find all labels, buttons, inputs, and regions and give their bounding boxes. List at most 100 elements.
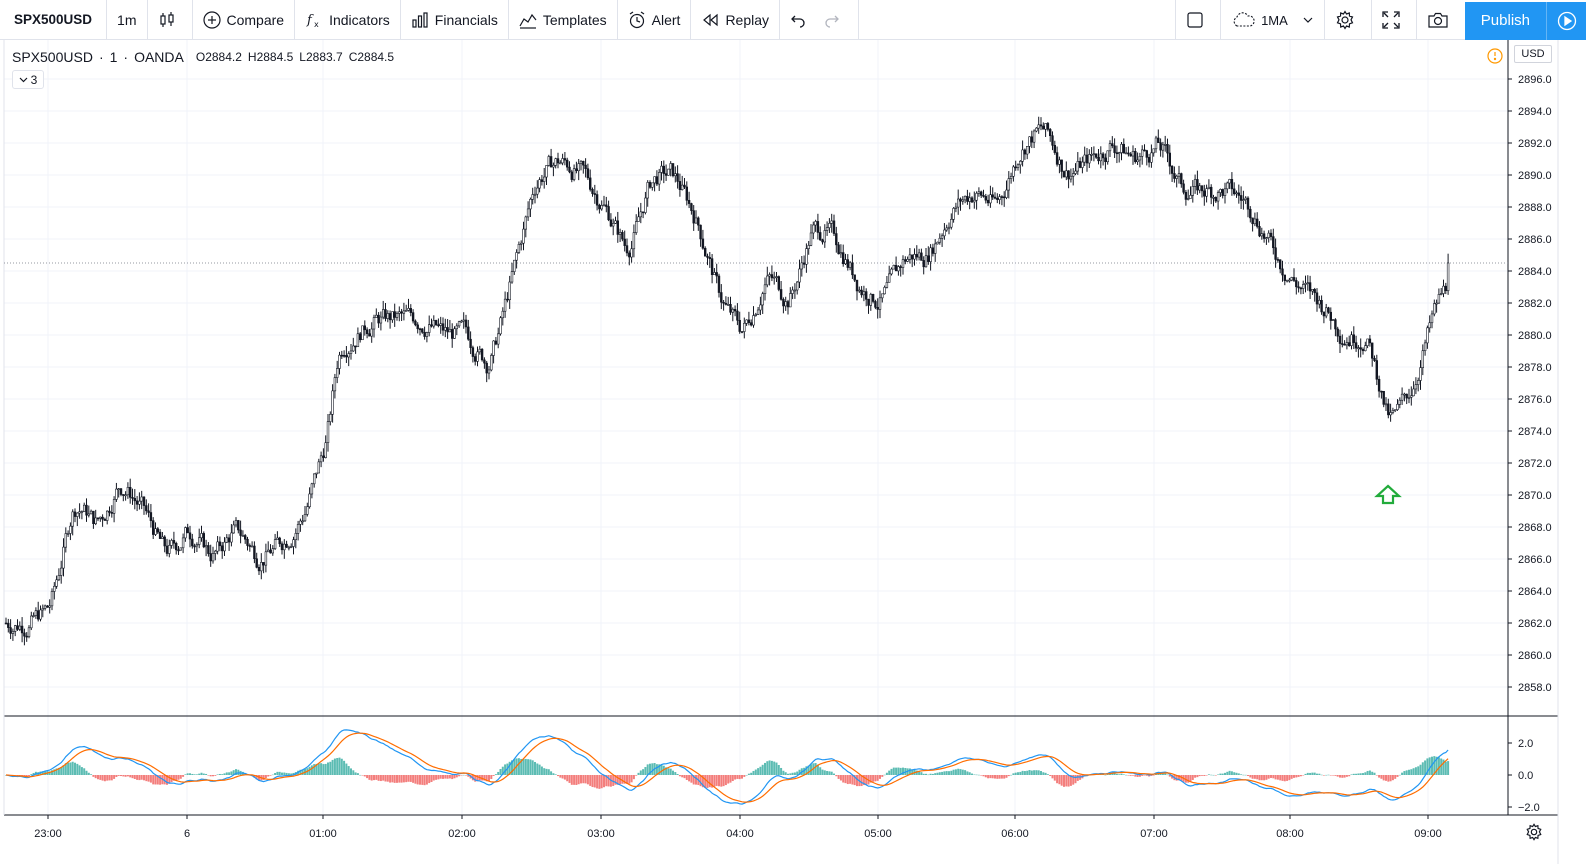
candle-body	[448, 329, 452, 333]
candle-body	[384, 309, 387, 319]
gear-icon[interactable]	[1525, 823, 1543, 841]
macd-histogram-bar	[713, 775, 716, 787]
candle-body	[1055, 152, 1059, 165]
candle-body	[1085, 154, 1089, 164]
interval-button[interactable]: 1m	[107, 0, 148, 40]
macd-histogram-bar	[1258, 775, 1261, 781]
candle-body	[1030, 136, 1034, 143]
macd-histogram-bar	[1332, 775, 1335, 776]
alarm-clock-icon	[629, 11, 644, 28]
macd-histogram-bar	[350, 768, 352, 775]
chart-style-button[interactable]	[148, 0, 193, 40]
macd-histogram-bar	[637, 772, 640, 775]
undo-button[interactable]	[780, 0, 818, 40]
legend-dot: ·	[98, 49, 104, 65]
candle-body	[657, 172, 661, 185]
macd-histogram-bar	[292, 772, 295, 775]
alert-button[interactable]: Alert	[618, 0, 692, 40]
compare-button[interactable]: Compare	[193, 0, 296, 40]
macd-histogram-bar	[1320, 774, 1323, 776]
macd-histogram-bar	[1318, 773, 1321, 775]
macd-histogram-bar	[145, 775, 148, 782]
candle-body	[952, 208, 955, 220]
macd-histogram-bar	[543, 768, 546, 775]
candle-body	[1235, 192, 1238, 195]
candle-body	[1242, 199, 1245, 201]
candle-body	[1239, 195, 1243, 201]
candle-body	[119, 488, 123, 495]
macd-histogram-bar	[1125, 774, 1128, 776]
redo-button[interactable]	[818, 0, 860, 40]
candle-body	[1391, 409, 1395, 413]
clock-icon[interactable]	[1487, 48, 1503, 64]
currency-label[interactable]: USD	[1514, 45, 1552, 63]
candle-body	[1145, 150, 1149, 158]
macd-histogram-bar	[451, 775, 454, 780]
candle-body	[110, 512, 114, 514]
macd-histogram-bar	[1203, 775, 1206, 776]
macd-histogram-bar	[1014, 772, 1017, 775]
macd-histogram-bar	[616, 775, 619, 785]
layout-button[interactable]	[1175, 0, 1220, 40]
candle-body	[69, 525, 72, 534]
macd-histogram-bar	[1414, 767, 1417, 775]
macd-histogram-bar	[1191, 775, 1194, 780]
save-layout-button[interactable]: 1MA	[1220, 0, 1324, 40]
candle-body	[1154, 137, 1158, 150]
indicators-button[interactable]: f x Indicators	[295, 0, 401, 40]
publish-button[interactable]: Publish	[1464, 1, 1546, 40]
macd-histogram-bar	[195, 774, 198, 775]
candle-body	[772, 276, 776, 279]
candle-body	[867, 299, 870, 306]
macd-histogram-bar	[1115, 773, 1118, 775]
replay-button[interactable]: Replay	[691, 0, 781, 40]
candle-body	[802, 262, 806, 265]
candle-body	[480, 348, 484, 361]
snapshot-button[interactable]	[1415, 0, 1465, 40]
candle-body	[680, 184, 684, 190]
macd-histogram-bar	[1385, 775, 1387, 781]
macd-histogram-bar	[172, 775, 175, 781]
candle-body	[812, 224, 815, 234]
macd-histogram-bar	[1442, 759, 1445, 775]
candle-body	[1187, 198, 1190, 200]
publish-menu-button[interactable]	[1546, 1, 1586, 40]
symbol-search-button[interactable]: SPX500USD	[0, 0, 108, 40]
candle-body	[738, 319, 741, 332]
candle-body	[733, 309, 737, 312]
candle-body	[225, 537, 228, 543]
settings-button[interactable]	[1323, 0, 1371, 40]
macd-histogram-bar	[1196, 775, 1199, 778]
macd-histogram-bar	[984, 775, 987, 778]
candle-body	[388, 313, 392, 321]
candle-body	[690, 203, 693, 211]
compare-label: Compare	[226, 11, 285, 28]
candle-body	[446, 327, 449, 333]
templates-button[interactable]: Templates	[509, 0, 618, 40]
price-tick-label: 2864.0	[1518, 586, 1552, 598]
macd-histogram-bar	[97, 775, 99, 780]
candle-body	[947, 226, 951, 229]
candle-body	[1223, 188, 1227, 196]
candle-body	[400, 311, 403, 314]
candle-body	[349, 350, 353, 354]
candle-body	[221, 545, 224, 552]
candle-body	[676, 173, 679, 182]
legend-collapse-button[interactable]: 3	[12, 70, 44, 89]
macd-histogram-bar	[389, 775, 392, 783]
macd-histogram-bar	[941, 771, 944, 775]
candle-body	[807, 245, 810, 249]
macd-histogram-bar	[1313, 772, 1316, 775]
candle-body	[1343, 343, 1346, 346]
chart-canvas[interactable]: 2896.0 2894.0 2892.0 2890.0 2888.0 2886.0 2884…	[0, 40, 1586, 864]
macd-histogram-bar	[805, 766, 808, 775]
macd-histogram-bar	[1069, 775, 1072, 786]
chart-area[interactable]: 2896.0 2894.0 2892.0 2890.0 2888.0 2886.0 2884…	[0, 40, 1586, 864]
macd-histogram-bar	[1035, 770, 1038, 775]
fullscreen-button[interactable]	[1370, 0, 1416, 40]
macd-histogram-bar	[1348, 775, 1351, 777]
candle-body	[1134, 150, 1137, 163]
candle-body	[644, 197, 647, 213]
financials-button[interactable]: Financials	[401, 0, 509, 40]
candle-body	[869, 294, 873, 306]
